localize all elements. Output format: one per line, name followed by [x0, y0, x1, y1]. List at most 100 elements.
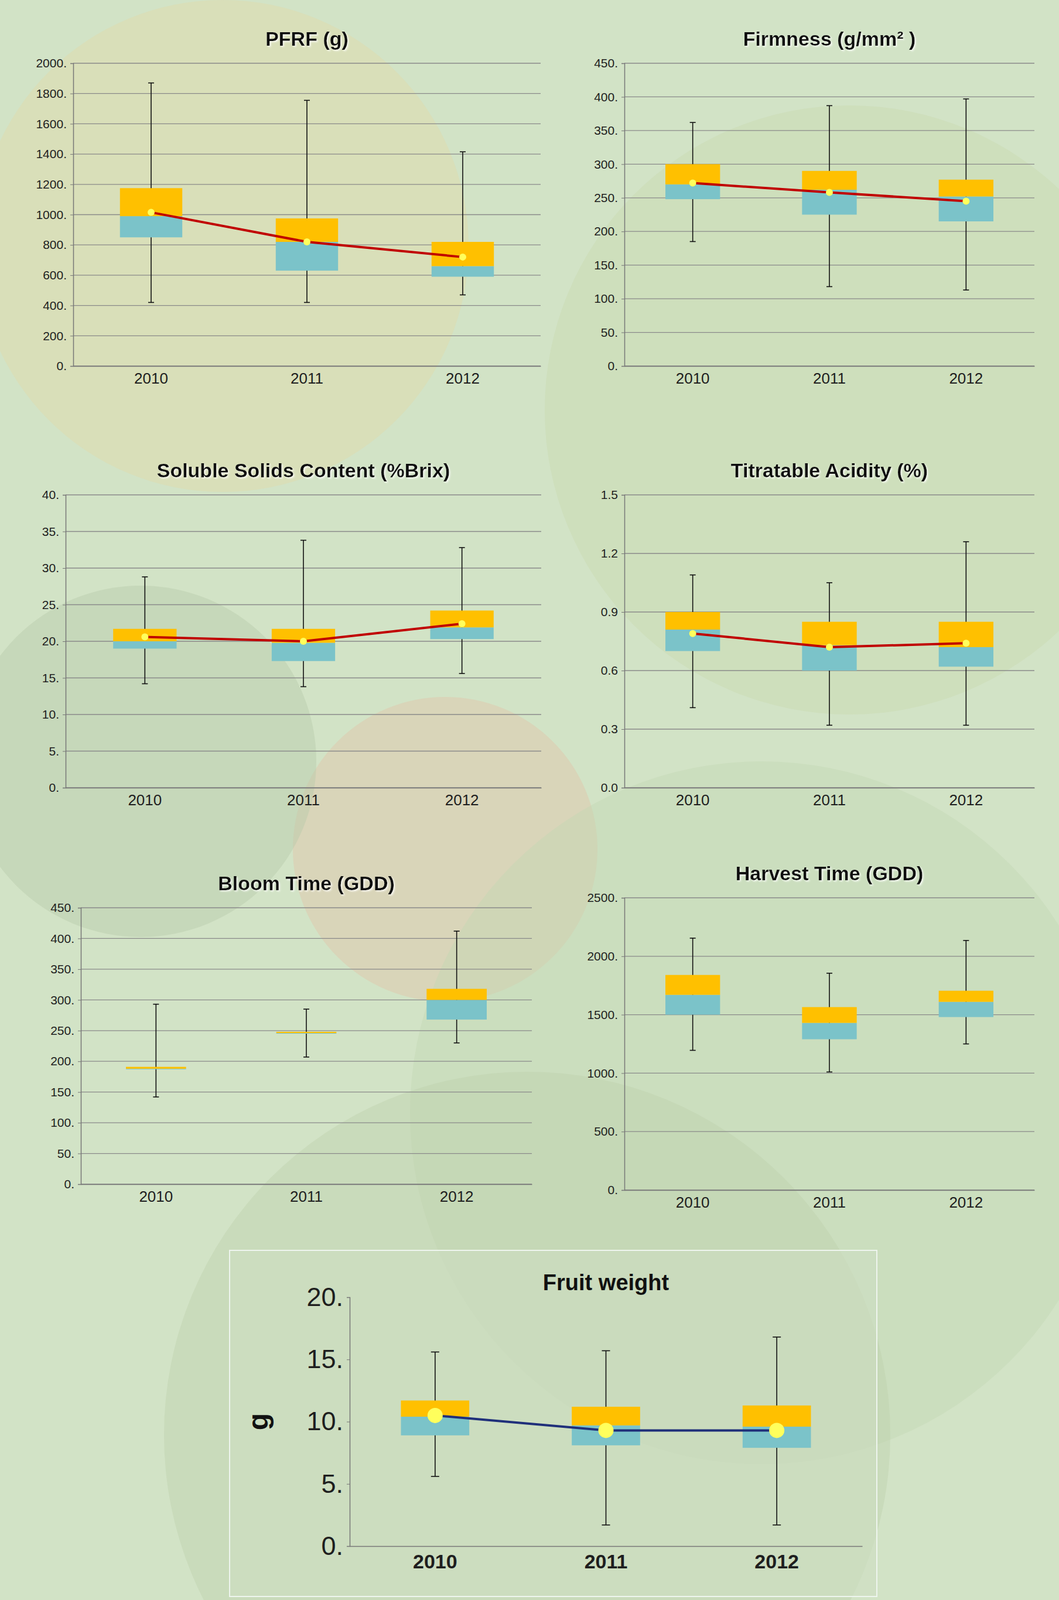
tick-label: 350.	[50, 962, 75, 976]
y-axis: 0.5.10.15.20.	[306, 1282, 350, 1561]
plot-marks	[125, 931, 487, 1098]
tick-mark	[621, 612, 625, 613]
box	[120, 83, 183, 303]
box	[665, 938, 720, 1051]
tick-mark	[621, 553, 625, 555]
panel: 0.5.10.15.20.25.30.35.40.201020112012Sol…	[42, 459, 542, 809]
y-axis: 0.200.400.600.800.1000.1200.1400.1600.18…	[35, 56, 74, 373]
whisker-cap	[962, 1043, 969, 1045]
background-shape	[544, 105, 1059, 715]
y-tick: 450.	[593, 56, 625, 70]
y-axis: 0.500.1000.1500.2000.2500.	[586, 890, 625, 1197]
axis-title: g	[242, 1413, 274, 1431]
whisker-cap	[689, 121, 696, 124]
x-tick: 2011	[290, 366, 324, 388]
y-tick: 5.	[320, 1469, 350, 1499]
y-tick: 150.	[593, 258, 625, 272]
tick-mark	[621, 1015, 625, 1016]
box-lower	[430, 627, 494, 640]
tick-mark	[77, 1092, 81, 1093]
tick-label: 2010	[127, 791, 162, 809]
box	[125, 1004, 187, 1098]
whisker-cap	[826, 105, 833, 107]
whisker-cap	[459, 294, 466, 296]
box-lower	[801, 1023, 857, 1040]
x-tick: 2011	[287, 787, 320, 809]
axis-line	[66, 787, 542, 789]
y-tick: 0.	[607, 359, 625, 373]
tick-mark	[621, 956, 625, 958]
box-upper	[801, 622, 857, 646]
box-upper	[426, 988, 487, 1000]
y-tick: 0.3	[600, 722, 625, 736]
y-tick: 1500.	[586, 1008, 625, 1022]
mean-point	[962, 197, 970, 206]
y-tick: 100.	[50, 1115, 81, 1130]
x-tick: 2012	[439, 1184, 474, 1206]
tick-label: 1000.	[586, 1066, 618, 1081]
box-lower	[113, 641, 177, 649]
grid-line	[65, 531, 542, 532]
x-tick: 2011	[812, 1190, 846, 1212]
tick-label: 250.	[50, 1023, 75, 1038]
mean-point	[598, 1422, 614, 1438]
axis-line	[624, 787, 1035, 789]
box-lower	[665, 184, 720, 200]
whisker-cap	[962, 725, 969, 727]
tick-label: 450.	[50, 900, 75, 915]
whisker-cap	[300, 540, 307, 542]
y-tick: 2500.	[586, 890, 625, 905]
y-tick: 400.	[50, 931, 81, 946]
axis-line	[62, 495, 67, 789]
y-axis: 0.50.100.150.200.250.300.350.400.450.	[593, 56, 625, 373]
box-upper	[938, 179, 994, 197]
y-tick: 350.	[50, 962, 81, 976]
y-tick: 1600.	[35, 117, 74, 131]
tick-label: 2012	[754, 1550, 799, 1573]
tick-label: 2010	[134, 369, 169, 388]
tick-label: 2011	[812, 791, 846, 809]
x-tick: 2010	[675, 787, 710, 809]
y-tick: 35.	[42, 524, 66, 539]
y-tick: 200.	[593, 224, 625, 238]
mean-point	[299, 637, 307, 645]
tick-label: 2000.	[35, 56, 67, 70]
mean-line	[692, 183, 967, 202]
grid	[624, 494, 1035, 788]
panel: 0.00.30.60.91.21.5201020112012Titratable…	[600, 459, 1035, 809]
panel-title: Titratable Acidity (%)	[730, 459, 928, 482]
grid-line	[624, 787, 1035, 788]
x-axis: 201020112012	[350, 1546, 863, 1573]
whisker-cap	[826, 725, 833, 727]
box-lower	[938, 647, 994, 667]
y-tick: 1200.	[35, 177, 74, 191]
mean-point	[689, 630, 697, 638]
tick-mark	[621, 897, 625, 899]
box-upper	[125, 1067, 187, 1069]
tick-mark	[346, 1484, 350, 1485]
box-lower	[120, 216, 183, 238]
tick-mark	[70, 366, 74, 367]
tick-mark	[77, 969, 81, 970]
whisker	[456, 931, 458, 1044]
tick-label: 400.	[42, 298, 67, 313]
whisker-cap	[689, 707, 696, 709]
plot-marks	[113, 540, 494, 688]
tick-mark	[346, 1297, 350, 1298]
y-tick: 500.	[593, 1124, 625, 1139]
box-upper	[665, 975, 720, 996]
tick-label: 0.6	[600, 663, 618, 678]
mean-point	[825, 189, 833, 197]
tick-mark	[70, 214, 74, 216]
x-axis: 201020112012	[66, 787, 542, 809]
whisker-cap	[772, 1336, 781, 1338]
tick-mark	[346, 1422, 350, 1423]
tick-mark	[621, 63, 625, 64]
tick-mark	[77, 1153, 81, 1155]
box-lower	[426, 999, 487, 1020]
box-lower	[275, 241, 338, 271]
x-tick: 2011	[812, 787, 846, 809]
grid-line	[80, 968, 532, 970]
panel: 0.200.400.600.800.1000.1200.1400.1600.18…	[35, 27, 541, 388]
tick-mark	[77, 938, 81, 939]
